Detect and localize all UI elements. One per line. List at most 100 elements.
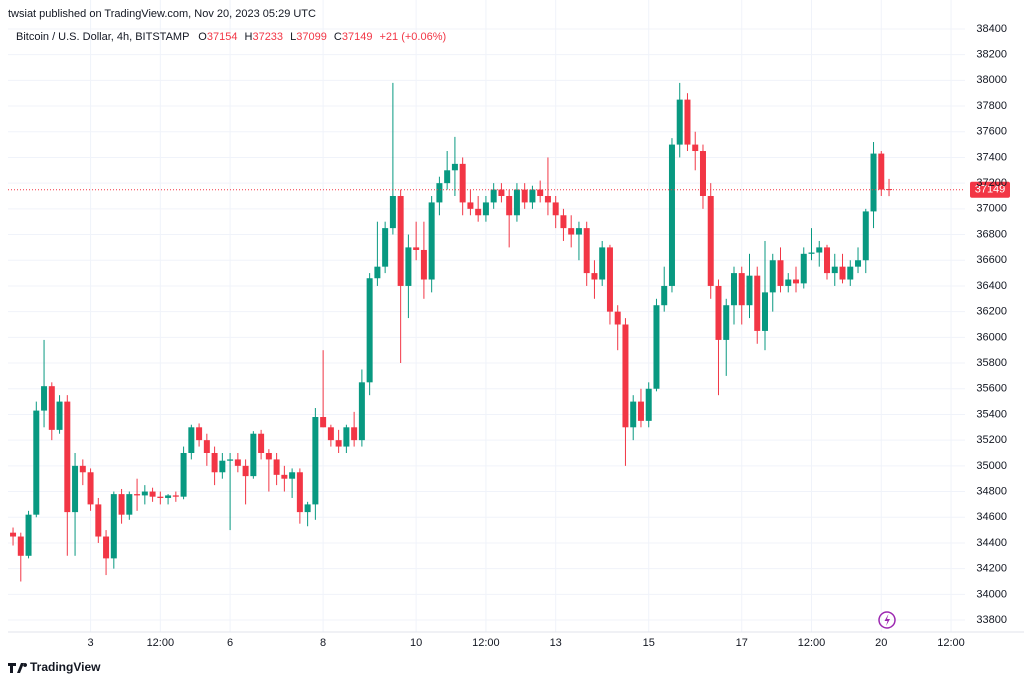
candle-body	[413, 247, 420, 250]
ohlc-value: 37149	[342, 31, 373, 43]
last-price-label: 37149	[975, 184, 1006, 196]
candle-body	[661, 285, 668, 306]
candle-body	[886, 189, 893, 191]
candle-body	[537, 189, 544, 196]
candle-body	[637, 401, 644, 421]
x-tick-label: 12:00	[147, 637, 175, 649]
candle-body	[761, 292, 768, 331]
candle-body	[645, 388, 652, 421]
lightning-icon	[878, 611, 896, 629]
candle-body	[428, 202, 435, 280]
candle-body	[296, 472, 303, 513]
ohlc-letter: C	[334, 31, 342, 43]
candle-body	[878, 153, 885, 190]
x-tick-label: 10	[410, 637, 422, 649]
candle-body	[444, 170, 451, 184]
candle-body	[141, 491, 148, 496]
x-tick-label: 8	[320, 637, 326, 649]
candle-body	[157, 496, 164, 498]
candle-body	[265, 452, 272, 460]
y-tick-label: 37400	[976, 151, 1007, 163]
candle-body	[227, 459, 234, 461]
candle-body	[482, 202, 489, 216]
x-tick-label: 17	[736, 637, 748, 649]
candle-body	[436, 183, 443, 203]
candle-body	[327, 427, 334, 441]
y-tick-label: 34600	[976, 511, 1007, 523]
candle-body	[405, 247, 412, 286]
candle-body	[568, 228, 575, 235]
candle-body	[529, 189, 536, 203]
candle-body	[234, 459, 241, 466]
candle-body	[808, 252, 815, 254]
candle-body	[25, 514, 32, 556]
candle-body	[103, 536, 110, 559]
candle-body	[715, 285, 722, 340]
candle-body	[95, 504, 102, 537]
candle-body	[684, 99, 691, 145]
candle-body	[351, 427, 358, 441]
candle-body	[374, 266, 381, 279]
candle-body	[676, 99, 683, 145]
candle-body	[87, 472, 94, 505]
candle-body	[614, 311, 621, 325]
candle-body	[382, 228, 389, 267]
candle-body	[289, 472, 296, 479]
candle-body	[64, 401, 71, 513]
candle-body	[312, 417, 319, 505]
candle-body	[668, 144, 675, 286]
candle-body	[172, 495, 179, 497]
y-tick-label: 35200	[976, 434, 1007, 446]
candle-body	[653, 305, 660, 389]
candle-body	[738, 273, 745, 306]
y-tick-label: 38200	[976, 49, 1007, 61]
candle-body	[506, 195, 513, 216]
candle-body	[451, 163, 458, 171]
candle-body	[723, 305, 730, 340]
candle-body	[33, 410, 40, 515]
candle-body	[831, 266, 838, 274]
candle-body	[746, 275, 753, 306]
candle-body	[552, 202, 559, 216]
candle-body	[165, 495, 172, 498]
y-tick-label: 34200	[976, 563, 1007, 575]
ohlc-value: 37233	[252, 31, 283, 43]
candle-body	[118, 494, 125, 515]
ohlc-letter: L	[290, 31, 296, 43]
change-label: +21 (+0.06%)	[380, 31, 447, 43]
y-tick-label: 38400	[976, 23, 1007, 35]
candle-body	[793, 279, 800, 284]
candle-body	[335, 440, 342, 447]
candle-body	[420, 249, 427, 280]
candle-body	[847, 266, 854, 280]
candle-body	[273, 459, 280, 475]
x-tick-label: 15	[643, 637, 655, 649]
ohlc-value: 37099	[296, 31, 327, 43]
y-tick-label: 38000	[976, 74, 1007, 86]
candle-body	[79, 465, 86, 473]
candle-body	[490, 189, 497, 203]
y-tick-label: 36400	[976, 280, 1007, 292]
candle-body	[699, 151, 706, 196]
y-tick-label: 36200	[976, 306, 1007, 318]
x-tick-label: 12:00	[798, 637, 826, 649]
candle-body	[769, 260, 776, 293]
candle-body	[180, 452, 187, 497]
candle-body	[126, 494, 133, 515]
y-tick-label: 37800	[976, 100, 1007, 112]
ohlc-value: 37154	[207, 31, 238, 43]
y-tick-label: 36800	[976, 228, 1007, 240]
candle-body	[560, 215, 567, 229]
ohlc-letter: H	[245, 31, 253, 43]
candle-body	[211, 452, 218, 473]
x-tick-label: 3	[87, 637, 93, 649]
y-tick-label: 37200	[976, 177, 1007, 189]
candle-body	[219, 460, 226, 473]
candle-body	[575, 228, 582, 235]
candle-body	[196, 427, 203, 441]
y-tick-label: 37000	[976, 203, 1007, 215]
legend-line: Bitcoin / U.S. Dollar, 4h, BITSTAMP O371…	[16, 31, 446, 43]
x-tick-label: 12:00	[937, 637, 965, 649]
